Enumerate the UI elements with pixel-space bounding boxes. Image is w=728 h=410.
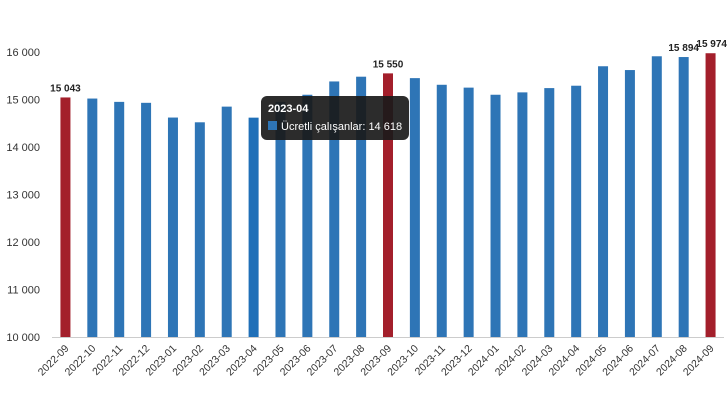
- bar-2023-03[interactable]: [221, 106, 232, 337]
- bar-2022-10[interactable]: [87, 98, 98, 337]
- bar-2024-07[interactable]: [651, 56, 662, 338]
- bar-2023-04[interactable]: [248, 117, 259, 338]
- bar-2024-01[interactable]: [490, 94, 501, 337]
- data-label-2024-08: 15 894: [668, 43, 699, 54]
- tooltip-value: 14 618: [368, 121, 402, 133]
- tooltip-series-label: Ücretli çalışanlar: [281, 121, 363, 133]
- bar-2022-09[interactable]: [60, 97, 71, 338]
- y-axis: 10 000 11 000 12 000 13 000 14 000 15 000 16 0…: [6, 47, 40, 344]
- bar-2023-11[interactable]: [436, 84, 447, 338]
- bar-2024-05[interactable]: [598, 66, 609, 337]
- bar-2022-11[interactable]: [114, 101, 125, 337]
- bar-2024-04[interactable]: [571, 85, 582, 337]
- bar-2023-07[interactable]: [329, 81, 340, 337]
- tooltip-title: 2023-04: [268, 103, 309, 115]
- data-label-2023-09: 15 550: [373, 59, 404, 70]
- bar-2023-10[interactable]: [409, 78, 420, 337]
- bar-2023-05[interactable]: [275, 101, 286, 337]
- bar-2023-06[interactable]: [302, 94, 313, 337]
- bar-2024-09[interactable]: [705, 53, 716, 338]
- x-axis: 2022-092022-102022-112022-122023-012023-…: [36, 343, 717, 379]
- data-label-2024-09: 15 974: [696, 39, 727, 50]
- bar-2023-01[interactable]: [167, 117, 178, 337]
- tooltip-background: [261, 96, 409, 140]
- y-tick-label: 16 000: [6, 47, 40, 59]
- y-tick-label: 14 000: [6, 142, 40, 154]
- bar-2024-03[interactable]: [544, 88, 555, 337]
- y-tick-label: 15 000: [6, 95, 40, 107]
- bar-2022-12[interactable]: [141, 102, 152, 337]
- y-tick-label: 12 000: [6, 237, 40, 249]
- bar-2023-02[interactable]: [194, 122, 205, 337]
- tooltip: 2023-04 Ücretli çalışanlar: 14 618: [261, 96, 409, 140]
- data-label-2022-09: 15 043: [50, 83, 81, 94]
- bar-2023-12[interactable]: [463, 87, 474, 337]
- bar-2024-06[interactable]: [624, 70, 635, 338]
- bar-2023-09[interactable]: [383, 73, 393, 337]
- y-tick-label: 13 000: [6, 190, 40, 202]
- tooltip-series-swatch: [268, 121, 277, 130]
- tooltip-separator: :: [362, 121, 368, 133]
- y-tick-label: 11 000: [7, 285, 40, 297]
- tooltip-value-text: Ücretli çalışanlar: 14 618: [281, 121, 402, 133]
- bar-2024-08[interactable]: [678, 57, 689, 337]
- bar-2024-02[interactable]: [517, 92, 528, 337]
- y-tick-label: 10 000: [6, 332, 40, 344]
- bars-group: [60, 53, 716, 338]
- bar-2023-08[interactable]: [356, 76, 367, 337]
